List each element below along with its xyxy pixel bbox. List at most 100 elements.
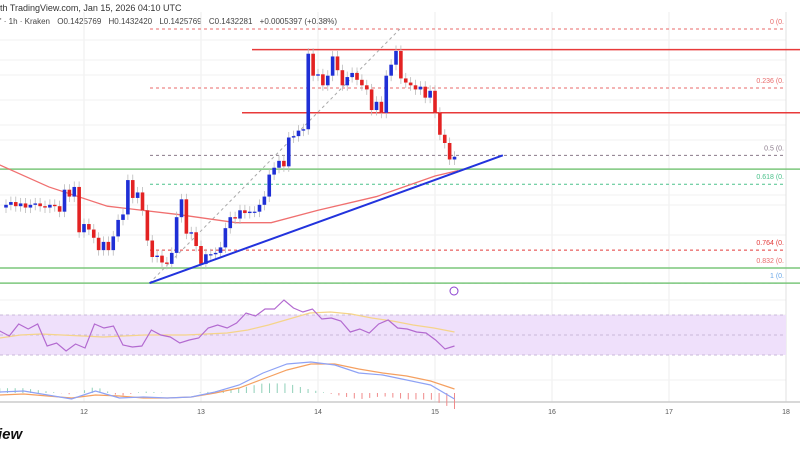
candle-down: [194, 232, 198, 247]
candle-up: [262, 196, 267, 205]
candle-up: [4, 204, 8, 208]
candle-up: [296, 130, 301, 137]
x-tick-label: 12: [80, 409, 88, 416]
candle-up: [169, 252, 174, 264]
candle-down: [91, 229, 96, 238]
fib-level-label: 0.764 (0.: [756, 240, 784, 247]
candle-up: [116, 219, 120, 237]
candle-up: [223, 228, 228, 248]
candle-down: [160, 255, 164, 263]
x-tick-label: 15: [431, 409, 439, 416]
candle-up: [374, 101, 379, 111]
candle-down: [335, 56, 340, 71]
candle-up: [228, 217, 233, 229]
rsi-ma-line: [0, 311, 455, 339]
candle-down: [184, 199, 189, 234]
candle-up: [277, 160, 281, 168]
candle-down: [52, 204, 57, 207]
candle-down: [379, 101, 384, 113]
fib-diagonal-line: [149, 28, 401, 284]
trend-line: [149, 154, 504, 285]
candle-up: [330, 56, 335, 76]
x-tick-label: 14: [314, 409, 322, 416]
candle-down: [43, 206, 47, 208]
candle-down: [140, 192, 145, 211]
candle-down: [355, 72, 359, 80]
macd-signal-line: [0, 363, 455, 399]
candle-up: [111, 236, 116, 251]
candle-up: [252, 211, 257, 213]
candle-up: [126, 180, 130, 215]
candle-up: [452, 156, 457, 160]
candle-down: [145, 210, 150, 241]
low-value: L0.1425769: [159, 17, 202, 26]
tradingview-logo: iew: [0, 426, 23, 443]
candle-up: [267, 174, 272, 197]
candle-up: [121, 214, 125, 220]
candle-down: [399, 50, 403, 79]
rsi-line: [0, 299, 455, 352]
candle-down: [96, 237, 101, 251]
candle-up: [174, 217, 179, 253]
candle-down: [340, 70, 345, 86]
candle-up: [316, 74, 320, 76]
candle-up: [428, 90, 432, 98]
candle-up: [155, 255, 159, 258]
candle-down: [38, 203, 42, 207]
candle-up: [9, 202, 13, 205]
candle-up: [238, 210, 242, 219]
candle-down: [150, 240, 155, 258]
fib-level-label: 1 (0.: [770, 273, 784, 280]
candle-down: [360, 79, 364, 86]
candle-up: [189, 232, 194, 234]
candle-up: [48, 204, 52, 208]
candle-up: [82, 224, 86, 233]
candle-up: [62, 189, 67, 212]
candle-down: [233, 217, 237, 219]
chart-title: th TradingView.com, Jan 15, 2026 04:10 U…: [0, 3, 182, 13]
candle-down: [282, 160, 286, 167]
candle-down: [433, 90, 437, 113]
symbol-label[interactable]: ' · 1h · Kraken: [0, 17, 50, 26]
replay-icon: [449, 286, 459, 296]
candle-up: [213, 252, 218, 255]
candle-up: [286, 137, 291, 167]
candle-down: [408, 82, 413, 86]
candle-down: [23, 203, 28, 208]
candle-up: [257, 204, 262, 212]
x-tick-label: 13: [197, 409, 205, 416]
candle-up: [384, 75, 389, 113]
candle-up: [28, 204, 33, 208]
candle-down: [243, 210, 247, 214]
candle-down: [106, 241, 111, 251]
candle-up: [394, 50, 398, 65]
candle-up: [291, 136, 296, 138]
candle-down: [364, 85, 369, 90]
candle-up: [101, 241, 106, 251]
candle-down: [57, 206, 62, 212]
candle-down: [165, 262, 169, 264]
candle-down: [67, 189, 72, 197]
candle-up: [272, 167, 276, 175]
candle-down: [438, 112, 442, 135]
candle-down: [311, 53, 315, 76]
close-value: C0.1432281: [208, 17, 253, 26]
candle-up: [301, 129, 306, 131]
candle-up: [204, 254, 208, 264]
candle-down: [199, 246, 203, 264]
candle-down: [130, 180, 135, 198]
fib-level-label: 0.618 (0.: [756, 174, 784, 181]
candle-up: [135, 192, 140, 198]
candle-up: [247, 211, 252, 214]
fib-level-label: 0 (0.: [770, 19, 784, 26]
ohlc-legend: ' · 1h · Kraken O0.1425769 H0.1432420 L0…: [0, 17, 342, 26]
candle-down: [442, 134, 447, 143]
candle-up: [33, 203, 38, 205]
high-value: H0.1432420: [108, 17, 153, 26]
macd-line: [0, 361, 455, 400]
candle-down: [447, 142, 452, 160]
candle-down: [13, 202, 18, 207]
candle-down: [321, 74, 325, 86]
fib-level-label: 0.5 (0.: [764, 145, 784, 152]
